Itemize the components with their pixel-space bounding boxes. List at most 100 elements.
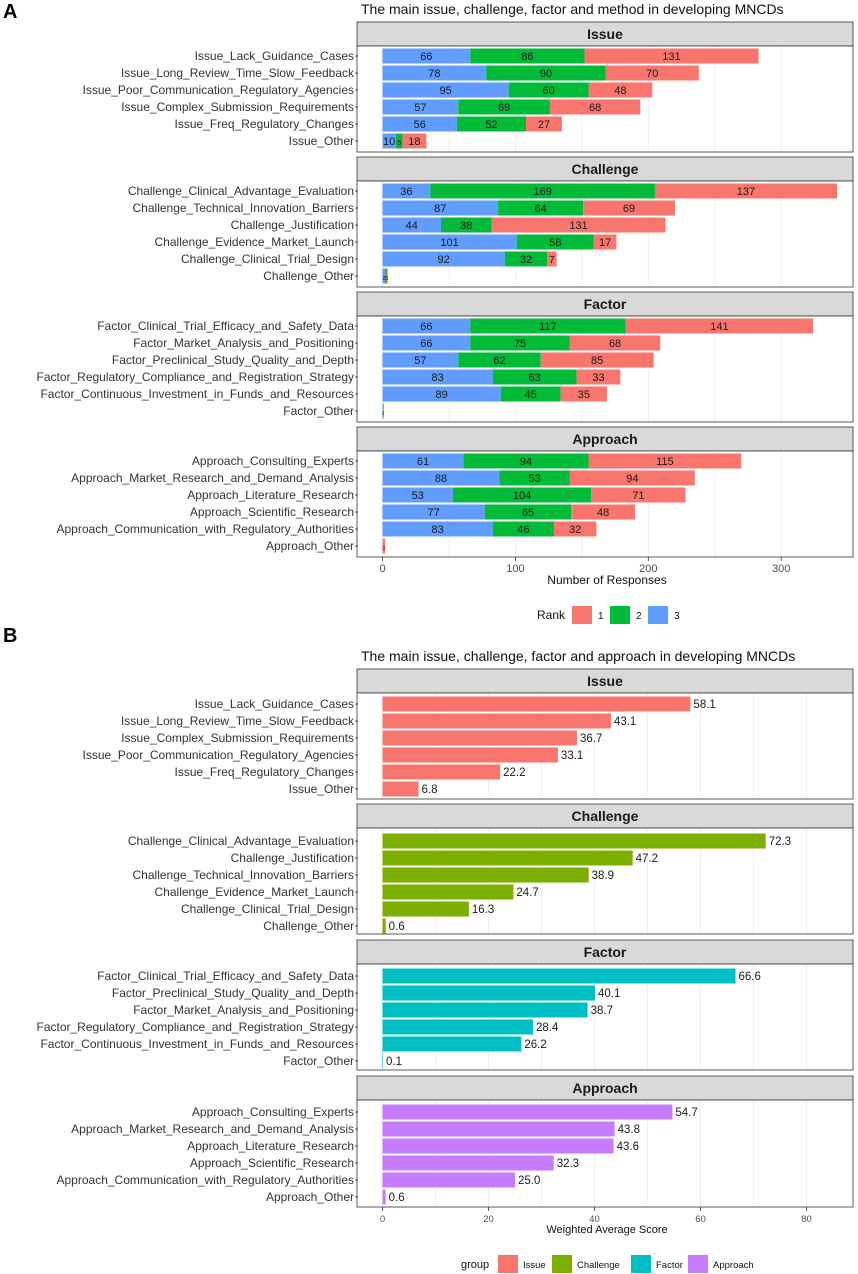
category-label: Approach_Market_Research_and_Demand_Anal… [71, 1122, 354, 1136]
bar-segment-rank1 [588, 82, 653, 98]
value-label: 58.1 [693, 699, 715, 711]
bar [382, 1053, 384, 1069]
category-label: Approach_Communication_with_Regulatory_A… [57, 1173, 355, 1187]
data-label: 52 [485, 119, 497, 131]
data-label: 48 [597, 507, 609, 519]
legend-label: Challenge [577, 1260, 620, 1271]
data-label: 62 [493, 355, 505, 367]
value-label: 25.0 [518, 1175, 540, 1187]
facet-strip-a-factor [356, 291, 854, 317]
category-label: Factor_Clinical_Trial_Efficacy_and_Safet… [97, 969, 354, 983]
data-label: 65 [522, 507, 534, 519]
value-label: 16.3 [472, 904, 494, 916]
data-label: 101 [440, 237, 458, 249]
bar [382, 867, 589, 883]
legend-title: group [461, 1259, 489, 1271]
data-label: 46 [517, 524, 529, 536]
bar-segment-rank2 [492, 521, 554, 537]
bar [382, 747, 558, 763]
bar-segment-rank1 [547, 251, 557, 267]
chart-a-title: The main issue, challenge, factor and me… [361, 1, 784, 17]
data-label: 69 [623, 203, 635, 215]
data-label: 66 [420, 321, 432, 333]
data-label: 86 [521, 51, 533, 63]
facet-panel-a-issue [357, 46, 853, 152]
bar-segment-rank3 [382, 504, 485, 520]
data-label: 77 [428, 507, 440, 519]
category-label: Issue_Lack_Guidance_Cases [195, 49, 354, 63]
category-label: Issue_Other [289, 782, 354, 796]
legend-label: 3 [674, 611, 680, 622]
bar [382, 1104, 673, 1120]
x-tick-label: 0 [379, 563, 385, 575]
facet-strip-label: Approach [572, 431, 637, 447]
legend-swatch [688, 1255, 708, 1273]
bar [382, 968, 736, 984]
data-label: 85 [591, 355, 603, 367]
value-label: 0.1 [386, 1056, 402, 1068]
facet-border [356, 180, 854, 288]
bar-segment-rank2 [516, 234, 594, 250]
category-label: Issue_Long_Review_Time_Slow_Feedback [121, 66, 355, 80]
category-label: Factor_Other [283, 404, 354, 418]
value-label: 47.2 [636, 853, 658, 865]
bar-segment-rank1 [591, 487, 686, 503]
category-label: Issue_Complex_Submission_Requirements [121, 731, 354, 745]
category-label: Issue_Freq_Regulatory_Changes [175, 765, 354, 779]
bar-segment-rank3 [382, 183, 431, 199]
data-label: 36 [400, 186, 412, 198]
bar-segment-rank3 [382, 251, 505, 267]
data-label: 104 [513, 490, 531, 502]
bar-segment-rank3 [382, 116, 457, 132]
data-label: 83 [432, 524, 444, 536]
data-label: 78 [428, 68, 440, 80]
x-tick-label: 100 [506, 563, 524, 575]
category-label: Challenge_Clinical_Trial_Design [181, 902, 354, 916]
data-label: 45 [525, 389, 537, 401]
data-label: 115 [656, 456, 674, 468]
legend-swatch [610, 606, 630, 624]
bar-segment-rank3 [382, 335, 471, 351]
data-label: 141 [710, 321, 728, 333]
bar-segment-rank2 [458, 99, 550, 115]
bar-segment-rank2 [463, 453, 589, 469]
bar-segment-rank2 [458, 352, 541, 368]
data-label: 83 [432, 372, 444, 384]
data-label: 32 [520, 254, 532, 266]
bar-segment-rank3 [382, 234, 517, 250]
value-label: 6.8 [422, 784, 438, 796]
data-label: 68 [589, 102, 601, 114]
category-label: Approach_Communication_with_Regulatory_A… [57, 522, 355, 536]
data-label: 94 [626, 473, 638, 485]
facet-strip-b-issue [356, 668, 854, 694]
category-label: Factor_Market_Analysis_and_Positioning [133, 1003, 354, 1017]
data-label: 66 [420, 338, 432, 350]
category-label: Approach_Scientific_Research [190, 1156, 354, 1170]
data-label: 94 [520, 456, 532, 468]
facet-border [356, 45, 854, 153]
category-label: Approach_Literature_Research [187, 1139, 354, 1153]
x-tick-label: 0 [380, 1214, 385, 1225]
bar-segment-rank1 [382, 538, 386, 554]
category-label: Challenge_Clinical_Advantage_Evaluation [128, 834, 354, 848]
facet-border [356, 827, 854, 935]
data-label: 58 [549, 237, 561, 249]
category-label: Challenge_Clinical_Advantage_Evaluation [128, 184, 354, 198]
legend-swatch [631, 1255, 651, 1273]
category-label: Issue_Long_Review_Time_Slow_Feedback [121, 714, 355, 728]
category-label: Factor_Continuous_Investment_in_Funds_an… [40, 1037, 354, 1051]
bar-segment-rank2 [500, 386, 561, 402]
category-label: Challenge_Other [263, 269, 354, 283]
bar-segment-rank2 [456, 116, 527, 132]
data-label: 32 [569, 524, 581, 536]
data-label: 57 [414, 102, 426, 114]
category-label: Issue_Complex_Submission_Requirements [121, 100, 354, 114]
category-label: Issue_Poor_Communication_Regulatory_Agen… [83, 748, 355, 762]
bar-segment-rank3 [382, 65, 487, 81]
category-label: Factor_Regulatory_Compliance_and_Registr… [36, 370, 354, 384]
data-label: 1 [384, 276, 387, 282]
data-label: 64 [535, 203, 547, 215]
bar-segment-rank3 [382, 386, 501, 402]
